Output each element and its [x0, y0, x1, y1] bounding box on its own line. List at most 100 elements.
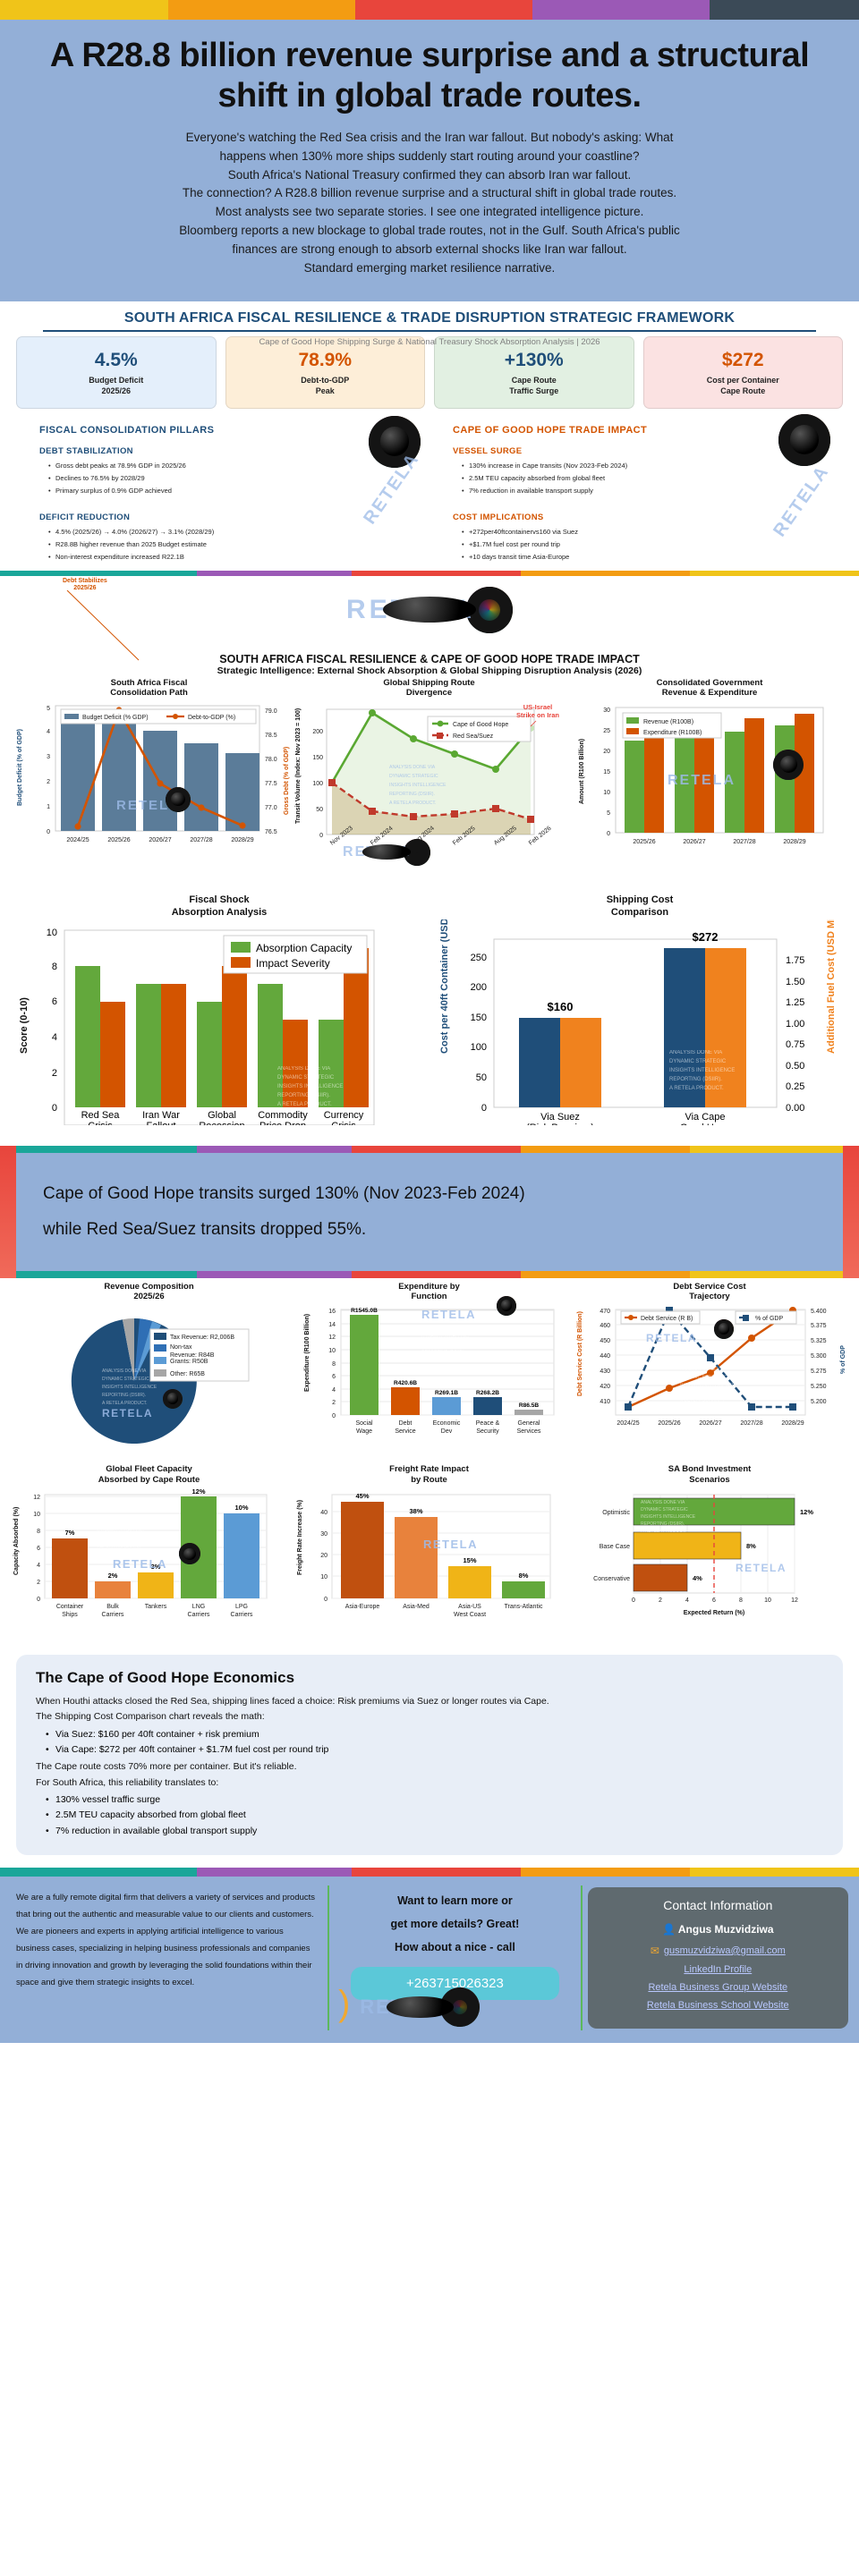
chart-line-percent-of-gdp: [625, 1307, 797, 1411]
svg-text:100: 100: [312, 781, 323, 787]
svg-text:Capacity Absorbed (%): Capacity Absorbed (%): [13, 1507, 20, 1575]
person-icon: 👤: [662, 1922, 676, 1936]
svg-text:Impact Severity: Impact Severity: [256, 957, 330, 970]
chart-line-debt-to-gdp: [74, 707, 246, 830]
contact-name: Angus Muzvidziwa: [677, 1922, 774, 1936]
chart-title: Fiscal Shock Absorption Analysis: [171, 894, 268, 918]
retela-business-group-link[interactable]: Retela Business Group Website: [648, 1981, 788, 1993]
dashboard-title: SOUTH AFRICA FISCAL RESILIENCE & CAPE OF…: [219, 652, 640, 665]
chart-y-ticks-right: 0.00 0.25 0.50 0.75 1.00 1.25 1.50 1.75: [786, 955, 804, 1114]
svg-text:Services: Services: [517, 1428, 541, 1435]
svg-text:REPORTING (DSIIR).: REPORTING (DSIIR).: [421, 1350, 465, 1355]
svg-text:15: 15: [603, 769, 610, 775]
svg-text:76.5: 76.5: [265, 829, 277, 835]
svg-text:% of GDP: % of GDP: [840, 1345, 846, 1374]
svg-text:US-Israel: US-Israel: [523, 703, 553, 711]
svg-text:Tankers: Tankers: [145, 1604, 167, 1610]
analysis-watermark: ANALYSIS DONE VIA DYNAMIC STRATEGIC INSIG…: [102, 1368, 157, 1406]
pillar-list: 130% increase in Cape transits (Nov 2023…: [462, 462, 830, 495]
svg-text:440: 440: [600, 1353, 610, 1360]
svg-text:0.25: 0.25: [786, 1081, 804, 1092]
chart-title: Freight Rate Impact by Route: [389, 1464, 469, 1486]
svg-text:4%: 4%: [693, 1574, 702, 1582]
svg-text:Strike on Iran: Strike on Iran: [516, 711, 559, 719]
svg-text:ANALYSIS DONE VIA: ANALYSIS DONE VIA: [641, 1500, 685, 1505]
svg-text:25: 25: [603, 728, 610, 734]
svg-text:Budget Deficit (% GDP): Budget Deficit (% GDP): [82, 715, 149, 721]
retela-business-school-link[interactable]: Retela Business School Website: [646, 1999, 789, 2011]
svg-text:460: 460: [600, 1323, 610, 1329]
email-row[interactable]: ✉ gusmuzvidziwa@gmail.com: [597, 1945, 839, 1957]
svg-text:250: 250: [471, 953, 487, 963]
list-item: 7% reduction in available global transpo…: [46, 1824, 823, 1840]
economics-paragraph-3: The Cape route costs 70% more per contai…: [36, 1761, 297, 1773]
svg-text:8: 8: [52, 962, 57, 972]
economics-bullets-impacts: 130% vessel traffic surge 2.5M TEU capac…: [46, 1792, 823, 1840]
svg-text:ANALYSIS DONE VIA: ANALYSIS DONE VIA: [102, 1368, 147, 1374]
chart-data-labels: 12% 8% 4%: [693, 1508, 813, 1582]
kpi-card-cost-per-container: $272 Cost per Container Cape Route: [642, 336, 843, 409]
hero-line-2: happens when 130% more ships suddenly st…: [219, 148, 640, 163]
svg-text:R1545.0B: R1545.0B: [351, 1308, 378, 1314]
chart-x-tick-labels: 2024/25 2025/26 2026/27 2027/28 2028/29: [66, 837, 253, 843]
svg-text:REPORTING (DSIIR).: REPORTING (DSIIR).: [97, 1544, 140, 1549]
chart-title: SA Bond Investment Scenarios: [668, 1464, 752, 1486]
chart-y-ticks: 0 10 20 30 40: [320, 1510, 327, 1603]
svg-text:Security: Security: [476, 1428, 499, 1435]
svg-text:78.0: 78.0: [265, 757, 277, 763]
svg-text:40: 40: [320, 1510, 327, 1516]
chart-line-red-sea-suez: [328, 779, 535, 824]
svg-text:Via Cape: Via Cape: [685, 1112, 725, 1123]
svg-text:Score (0-10): Score (0-10): [19, 996, 30, 1053]
retela-logo-icon: [369, 415, 421, 468]
svg-text:15%: 15%: [464, 1556, 477, 1564]
phone-button[interactable]: +263715026323: [351, 1966, 559, 2000]
retela-watermark: RETELA: [423, 1538, 478, 1551]
linkedin-profile-link[interactable]: LinkedIn Profile: [684, 1963, 753, 1975]
svg-text:4: 4: [47, 729, 50, 735]
svg-text:A RETELA PRODUCT.: A RETELA PRODUCT.: [421, 1358, 467, 1363]
chart-y-ticks: 0 50 100 150 200: [312, 729, 323, 839]
retela-watermark: RETELA: [646, 1332, 697, 1344]
chart-gridlines: [616, 1309, 806, 1402]
kpi-value: +130%: [504, 350, 564, 371]
chart-legend: Budget Deficit (% GDP) Debt-to-GDP (%): [60, 708, 257, 724]
svg-text:10: 10: [603, 790, 610, 796]
svg-text:A RETELA PRODUCT.: A RETELA PRODUCT.: [102, 1401, 148, 1406]
divider-stripes: [0, 570, 859, 576]
chart-title: Shipping Cost Comparison: [606, 894, 674, 918]
svg-text:7%: 7%: [65, 1529, 75, 1537]
chart-y-ticks-right: 5.200 5.250 5.275 5.300 5.325 5.375 5.400: [811, 1309, 827, 1405]
chart-title: Revenue Composition 2025/26: [104, 1281, 194, 1302]
contact-column: Contact Information 👤 Angus Muzvidziwa ✉…: [583, 1885, 854, 2030]
svg-text:Dev: Dev: [441, 1428, 453, 1435]
svg-text:Red Sea: Red Sea: [81, 1110, 121, 1121]
cta-line-2: get more details? Great!: [390, 1918, 520, 1931]
svg-text:2: 2: [52, 1068, 57, 1079]
svg-text:1.75: 1.75: [786, 955, 804, 966]
retela-brand-lockup: RETELA: [360, 1987, 481, 2027]
email-link[interactable]: gusmuzvidziwa@gmail.com: [663, 1945, 786, 1956]
callout-left-accent: [0, 1145, 16, 1278]
svg-text:1.50: 1.50: [786, 977, 804, 987]
svg-text:50: 50: [316, 807, 323, 813]
chart-bars: [350, 1315, 544, 1416]
pillar-group-title: DEFICIT REDUCTION: [39, 512, 131, 522]
callout-line-1: Cape of Good Hope transits surged 130% (…: [43, 1183, 525, 1203]
hero-paragraph-block: Everyone's watching the Red Sea crisis a…: [36, 129, 823, 278]
svg-text:General: General: [518, 1420, 540, 1427]
economics-paragraph-4: For South Africa, this reliability trans…: [36, 1776, 219, 1788]
footer-divider-stripes: [0, 1867, 859, 1877]
svg-text:Ships: Ships: [62, 1612, 78, 1618]
framework-section: SOUTH AFRICA FISCAL RESILIENCE & TRADE D…: [0, 301, 859, 413]
list-item: Declines to 76.5% by 2028/29: [48, 474, 417, 482]
svg-text:2: 2: [47, 779, 50, 785]
svg-text:Currency: Currency: [324, 1110, 364, 1121]
chart-y-ticks: 0 2 4 6 8 10: [47, 928, 57, 1114]
svg-text:R420.6B: R420.6B: [394, 1380, 417, 1386]
svg-text:ANALYSIS DONE VIA: ANALYSIS DONE VIA: [421, 1326, 466, 1331]
pillar-list: Gross debt peaks at 78.9% GDP in 2025/26…: [48, 462, 417, 495]
hero-line-8: Standard emerging market resilience narr…: [303, 261, 556, 275]
svg-text:200: 200: [471, 982, 487, 993]
cta-line-1: Want to learn more or: [397, 1894, 513, 1907]
